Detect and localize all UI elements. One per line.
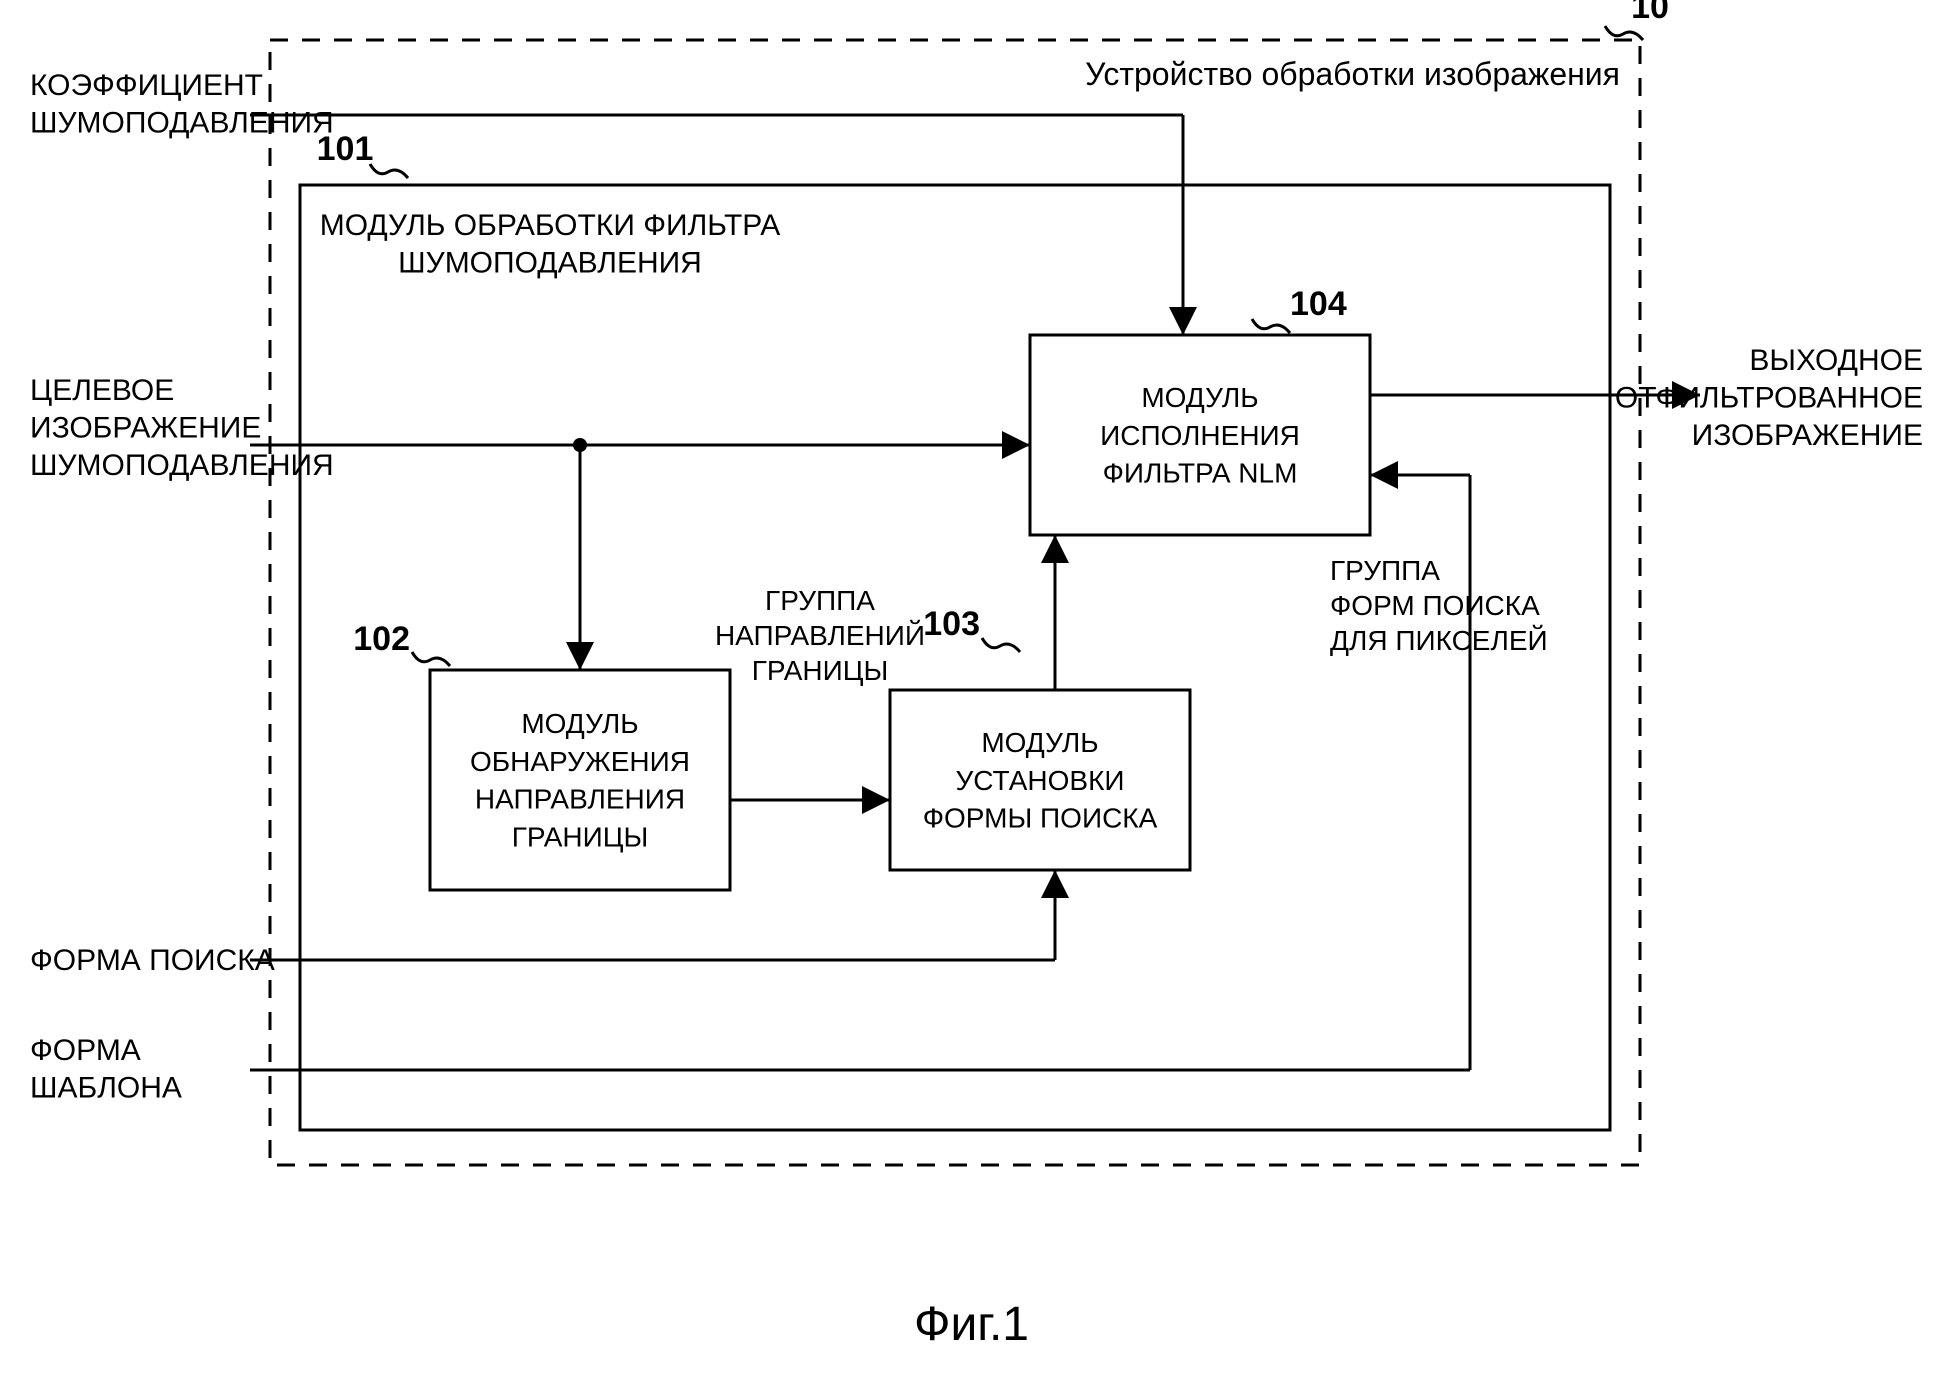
label-group-forms: ФОРМ ПОИСКА bbox=[1330, 590, 1540, 621]
squiggle-104 bbox=[1252, 319, 1290, 333]
block-103-text: УСТАНОВКИ bbox=[955, 765, 1124, 796]
label-target-image: ИЗОБРАЖЕНИЕ bbox=[30, 412, 261, 445]
block-104-text: ФИЛЬТРА NLM bbox=[1103, 458, 1298, 489]
arrowhead bbox=[1002, 431, 1030, 459]
label-search-form: ФОРМА ПОИСКА bbox=[30, 944, 275, 977]
label-group-forms: ГРУППА bbox=[1330, 555, 1440, 586]
label-output-image: ОТФИЛЬТРОВАННОЕ bbox=[1615, 382, 1923, 415]
num-102: 102 bbox=[353, 620, 410, 658]
arrowhead bbox=[862, 786, 890, 814]
label-output-image: ВЫХОДНОЕ bbox=[1749, 344, 1923, 377]
label-group-directions: ГРУППА bbox=[765, 585, 875, 616]
num-104: 104 bbox=[1290, 285, 1347, 323]
label-group-directions: ГРАНИЦЫ bbox=[752, 655, 889, 686]
module-101-title: ШУМОПОДАВЛЕНИЯ bbox=[398, 247, 702, 280]
block-102-text: НАПРАВЛЕНИЯ bbox=[475, 784, 685, 815]
figure-label: Фиг.1 bbox=[914, 1298, 1029, 1351]
num-10: 10 bbox=[1631, 0, 1669, 26]
arrowhead bbox=[1041, 870, 1069, 898]
label-coefficient: КОЭФФИЦИЕНТ bbox=[30, 69, 263, 102]
arrowhead bbox=[1169, 307, 1197, 335]
arrowhead bbox=[1370, 461, 1398, 489]
label-target-image: ЦЕЛЕВОЕ bbox=[30, 374, 174, 407]
block-104-text: ИСПОЛНЕНИЯ bbox=[1100, 420, 1300, 451]
label-group-directions: НАПРАВЛЕНИЙ bbox=[715, 620, 925, 651]
squiggle-10 bbox=[1605, 26, 1643, 40]
block-102-text: ОБНАРУЖЕНИЯ bbox=[470, 746, 690, 777]
block-102-box bbox=[430, 670, 730, 890]
label-group-forms: ДЛЯ ПИКСЕЛЕЙ bbox=[1330, 625, 1548, 656]
module-101-title: МОДУЛЬ ОБРАБОТКИ ФИЛЬТРА bbox=[320, 209, 781, 242]
label-coefficient: ШУМОПОДАВЛЕНИЯ bbox=[30, 107, 334, 140]
squiggle-102 bbox=[412, 652, 450, 666]
squiggle-103 bbox=[982, 638, 1020, 652]
label-output-image: ИЗОБРАЖЕНИЕ bbox=[1692, 419, 1923, 452]
block-102-text: ГРАНИЦЫ bbox=[512, 822, 649, 853]
block-103-text: МОДУЛЬ bbox=[981, 727, 1098, 758]
squiggle-101 bbox=[370, 164, 408, 178]
label-template-form: ШАБЛОНА bbox=[30, 1072, 182, 1105]
module-101-box bbox=[300, 185, 1610, 1130]
arrowhead bbox=[566, 642, 594, 670]
block-103-text: ФОРМЫ ПОИСКА bbox=[923, 803, 1158, 834]
arrowhead bbox=[1041, 535, 1069, 563]
device-title: Устройство обработки изображения bbox=[1085, 56, 1620, 92]
label-template-form: ФОРМА bbox=[30, 1034, 141, 1067]
block-104-text: МОДУЛЬ bbox=[1141, 382, 1258, 413]
block-102-text: МОДУЛЬ bbox=[521, 708, 638, 739]
label-target-image: ШУМОПОДАВЛЕНИЯ bbox=[30, 449, 334, 482]
num-103: 103 bbox=[923, 605, 980, 643]
